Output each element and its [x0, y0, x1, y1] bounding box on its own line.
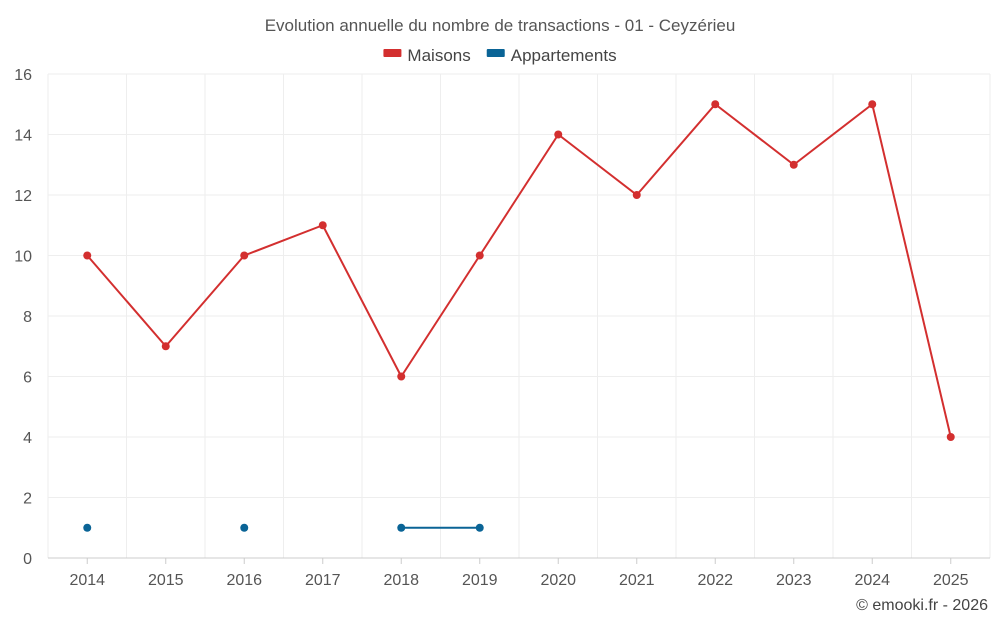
x-tick-label: 2025	[933, 572, 969, 589]
series-layer	[83, 100, 955, 532]
legend: Maisons Appartements	[383, 46, 617, 65]
legend-swatch	[383, 49, 402, 57]
x-tick-label: 2019	[462, 572, 498, 589]
credit-text: © emooki.fr - 2026	[856, 597, 988, 614]
data-point[interactable]	[397, 372, 406, 381]
x-tick-label: 2024	[854, 572, 890, 589]
series-appartements	[83, 523, 484, 532]
grid	[47, 73, 991, 558]
legend-swatch	[486, 49, 505, 57]
series-line	[86, 103, 952, 438]
x-axis-ticks: 2014 2015 2016 2017 2018 2019 2020 2021 2022 2023…	[48, 557, 990, 589]
data-point[interactable]	[240, 523, 249, 532]
y-tick-label: 2	[23, 491, 32, 508]
x-tick-label: 2016	[226, 572, 262, 589]
y-tick-label: 4	[23, 430, 32, 447]
data-point[interactable]	[475, 523, 484, 532]
x-tick-label: 2023	[776, 572, 812, 589]
x-tick-label: 2014	[69, 572, 105, 589]
data-point[interactable]	[868, 100, 877, 109]
series-maisons	[83, 100, 955, 441]
data-point[interactable]	[83, 251, 92, 260]
y-tick-label: 10	[14, 249, 32, 266]
data-point[interactable]	[83, 523, 92, 532]
y-tick-label: 14	[14, 128, 32, 145]
y-tick-label: 12	[14, 188, 32, 205]
y-tick-label: 16	[14, 67, 32, 84]
x-tick-label: 2022	[697, 572, 733, 589]
legend-label[interactable]: Maisons	[407, 46, 470, 65]
y-tick-label: 6	[23, 370, 32, 387]
y-tick-label: 0	[23, 551, 32, 568]
data-point[interactable]	[240, 251, 249, 260]
legend-label[interactable]: Appartements	[511, 46, 617, 65]
data-point[interactable]	[711, 100, 720, 109]
y-tick-label: 8	[23, 309, 32, 326]
data-point[interactable]	[789, 160, 798, 169]
data-point[interactable]	[632, 191, 641, 199]
x-tick-label: 2017	[305, 572, 341, 589]
data-point[interactable]	[946, 433, 955, 441]
x-tick-label: 2021	[619, 572, 655, 589]
chart-title: Evolution annuelle du nombre de transact…	[265, 16, 736, 35]
y-axis-ticks: 0 2 4 6 8 10 12 14 16	[14, 67, 32, 568]
data-point[interactable]	[318, 221, 327, 230]
data-point[interactable]	[554, 130, 563, 139]
data-point[interactable]	[397, 523, 406, 532]
x-tick-label: 2015	[148, 572, 184, 589]
x-tick-label: 2018	[383, 572, 419, 589]
x-tick-label: 2020	[540, 572, 576, 589]
data-point[interactable]	[161, 342, 170, 351]
data-point[interactable]	[475, 251, 484, 260]
